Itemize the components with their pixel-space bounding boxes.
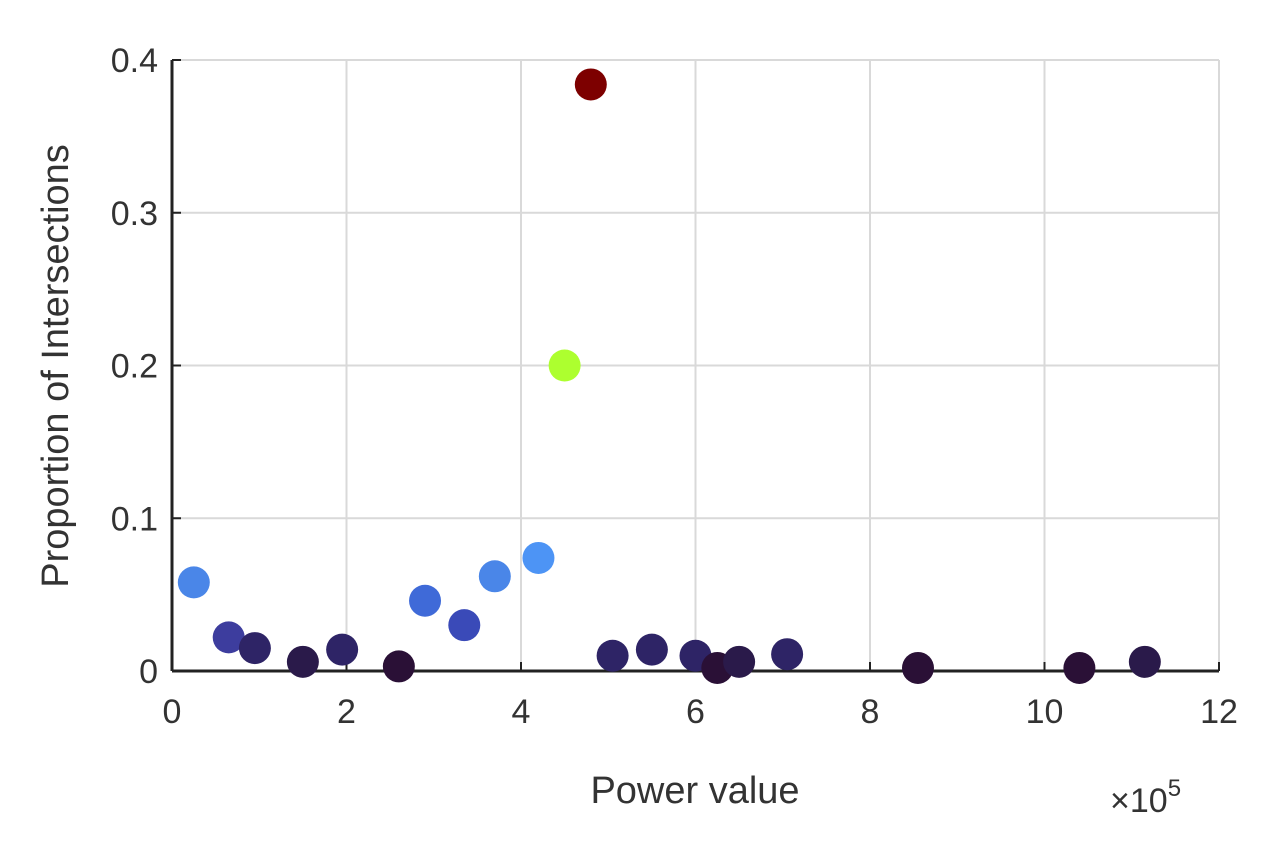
x-axis-multiplier: ×105 [1110,775,1181,820]
data-point [901,651,934,684]
data-point [574,68,607,101]
y-tick-labels: 0 0.1 0.2 0.3 0.4 [111,42,158,691]
data-point [238,632,271,665]
x-tick-label: 12 [1200,693,1238,731]
y-axis-label: Proportion of Intersections [35,144,77,588]
data-point [1063,651,1096,684]
data-point [326,633,359,666]
y-tick-label: 0.2 [111,348,158,386]
data-point [177,566,210,599]
x-axis-label: Power value [590,770,799,812]
y-tick-label: 0.1 [111,500,158,538]
data-point [723,645,756,678]
y-tick-label: 0.4 [111,42,158,80]
x-axis-multiplier-base: ×10 [1110,782,1168,820]
data-point [409,584,442,617]
data-point [635,633,668,666]
x-axis-multiplier-exponent: 5 [1168,775,1181,802]
x-tick-label: 2 [337,693,356,731]
data-point [522,541,555,574]
data-point [478,560,511,593]
data-point [382,650,415,683]
data-point [771,638,804,671]
x-tick-labels: 0 2 4 6 8 10 12 [163,693,1238,731]
data-point [596,639,629,672]
data-point [548,349,581,382]
data-point [286,645,319,678]
data-points [177,68,1161,684]
data-point [1128,645,1161,678]
data-point [212,621,245,654]
x-tick-label: 4 [512,693,531,731]
x-tick-label: 10 [1026,693,1064,731]
x-tick-label: 6 [686,693,705,731]
x-tick-label: 8 [861,693,880,731]
y-tick-label: 0.3 [111,195,158,233]
grid-lines [171,59,1220,672]
x-tick-label: 0 [163,693,182,731]
y-tick-label: 0 [139,653,158,691]
data-point [448,609,481,642]
